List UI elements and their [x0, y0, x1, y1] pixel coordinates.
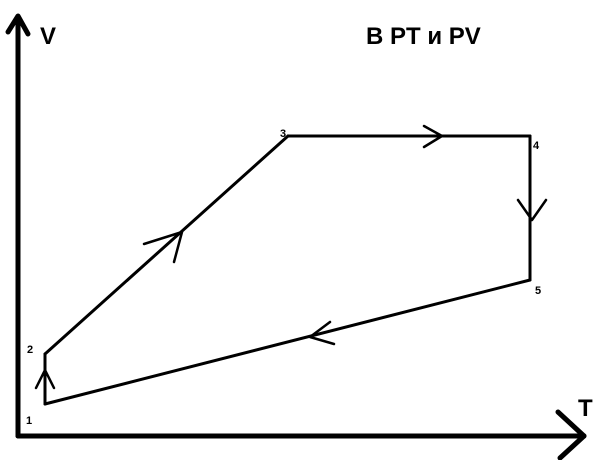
direction-arrows [34, 124, 548, 390]
point-labels: 1 2 3 4 5 [26, 128, 541, 427]
t-axis-arrowhead [555, 409, 587, 460]
segment-5-1 [43, 278, 532, 406]
point-label-1: 1 [26, 415, 32, 427]
arrow-4-5 [516, 198, 548, 222]
segment-2-3 [43, 134, 290, 356]
v-axis-arrowhead [5, 13, 31, 37]
arrow-5-1 [308, 320, 336, 346]
arrow-2-3 [142, 230, 184, 264]
point-label-5: 5 [535, 285, 541, 297]
point-label-3: 3 [280, 128, 286, 140]
arrow-3-4 [422, 124, 444, 149]
point-label-2: 2 [27, 344, 33, 356]
diagram-title: В PT и PV [366, 23, 481, 50]
arrow-1-2 [34, 368, 56, 390]
t-axis-label: T [578, 395, 593, 422]
point-label-4: 4 [533, 140, 540, 152]
axes [5, 13, 587, 460]
cycle-path [43, 134, 532, 406]
v-axis-label: V [40, 23, 56, 50]
